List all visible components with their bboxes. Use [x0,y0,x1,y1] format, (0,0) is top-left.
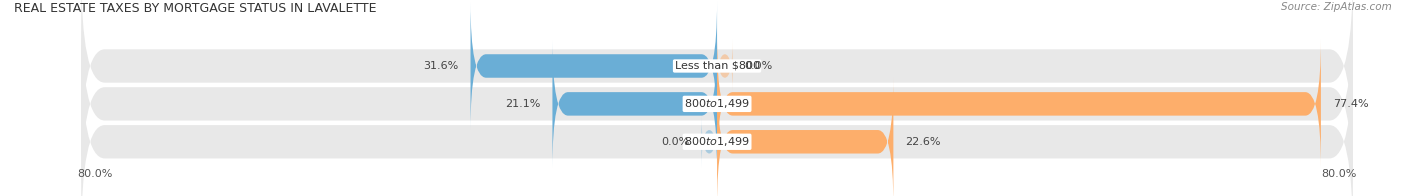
Text: Source: ZipAtlas.com: Source: ZipAtlas.com [1281,2,1392,12]
Text: 80.0%: 80.0% [1322,169,1357,179]
FancyBboxPatch shape [82,45,1353,196]
FancyBboxPatch shape [82,7,1353,196]
Text: 21.1%: 21.1% [505,99,541,109]
Text: REAL ESTATE TAXES BY MORTGAGE STATUS IN LAVALETTE: REAL ESTATE TAXES BY MORTGAGE STATUS IN … [14,2,377,15]
Text: Less than $800: Less than $800 [675,61,759,71]
FancyBboxPatch shape [717,40,733,92]
FancyBboxPatch shape [702,116,717,168]
Text: $800 to $1,499: $800 to $1,499 [685,97,749,110]
FancyBboxPatch shape [717,78,893,196]
FancyBboxPatch shape [717,40,1320,168]
Text: 22.6%: 22.6% [905,137,941,147]
Text: 0.0%: 0.0% [744,61,773,71]
Text: 80.0%: 80.0% [77,169,112,179]
FancyBboxPatch shape [471,2,717,130]
FancyBboxPatch shape [553,40,717,168]
Text: $800 to $1,499: $800 to $1,499 [685,135,749,148]
Text: 77.4%: 77.4% [1333,99,1368,109]
Text: 31.6%: 31.6% [423,61,458,71]
Text: 0.0%: 0.0% [661,137,690,147]
FancyBboxPatch shape [82,0,1353,163]
